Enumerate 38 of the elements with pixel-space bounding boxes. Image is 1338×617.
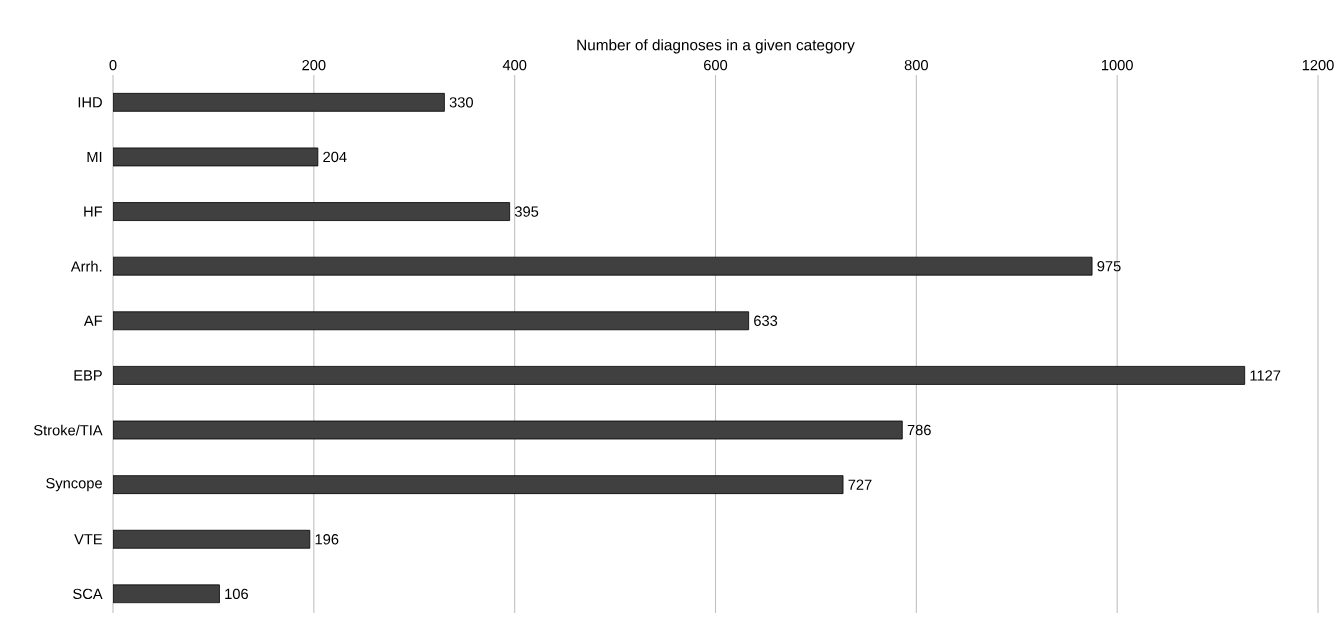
y-tick-label: Stroke/TIA [34,424,103,436]
data-label: 395 [514,206,539,217]
data-label: 106 [225,588,248,600]
x-tick-label: 600 [704,59,728,71]
bar [113,420,903,440]
data-label: 786 [907,424,931,436]
bar [113,366,1246,385]
x-tick-label: 400 [502,59,527,71]
bar [113,311,750,331]
bar [113,529,311,549]
y-tick-label: SCA [73,588,103,600]
x-tick-label: 200 [302,59,326,71]
bar [113,92,445,112]
bar [113,202,511,221]
x-axis-title: Number of diagnoses in a given category [577,39,855,54]
data-label: 633 [754,315,778,326]
y-tick-label: MI [87,151,102,162]
bar [113,584,220,604]
bar [113,475,844,495]
y-tick-label: VTE [74,534,102,545]
x-tick-label: 800 [904,59,928,71]
y-tick-label: EBP [74,370,102,381]
data-label: 727 [848,479,872,490]
x-tick-label: 1000 [1101,59,1133,71]
x-tick-label: 0 [109,59,117,71]
y-tick-label: Syncope [46,478,102,492]
y-tick-label: IHD [78,97,102,108]
x-tick-label: 1200 [1302,59,1334,71]
data-label: 196 [315,534,339,545]
bar [113,256,1093,276]
y-tick-label: AF [83,315,103,326]
data-label: 975 [1097,260,1121,272]
y-tick-label: Arrh. [70,260,102,272]
data-label: 204 [323,151,347,163]
data-label: 330 [449,97,473,108]
y-tick-label: HF [84,206,103,217]
data-label: 1127 [1250,370,1281,381]
bar [113,147,319,167]
